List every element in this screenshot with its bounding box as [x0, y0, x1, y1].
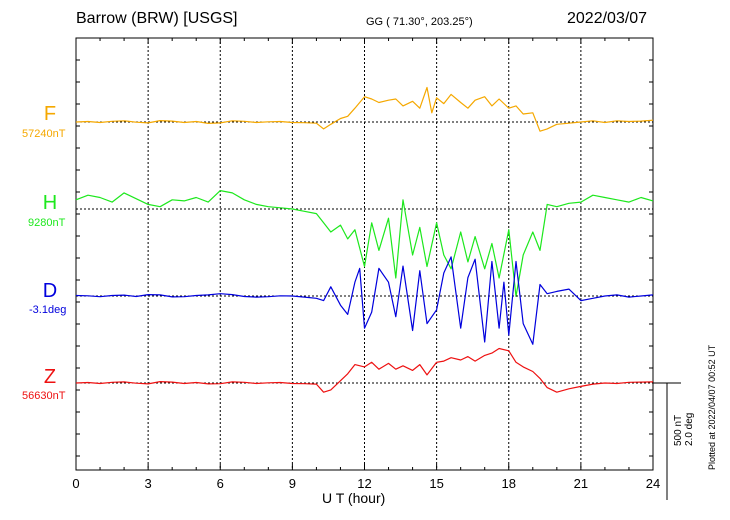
x-tick-label: 0	[72, 476, 79, 491]
x-tick-label: 18	[502, 476, 516, 491]
series-line-h	[75, 190, 654, 297]
scale-bar-label-deg: 2.0 deg	[684, 412, 695, 446]
x-tick-label: 3	[145, 476, 152, 491]
series-line-f	[75, 86, 654, 132]
chart-date: 2022/03/07	[567, 10, 648, 27]
channel-baseline-f: 57240nT	[22, 128, 66, 140]
series-line-z	[75, 347, 654, 393]
channel-label-z: Z	[43, 366, 57, 388]
scale-bar-label-nt: 500 nT	[673, 414, 684, 446]
channel-baseline-d: -3.1deg	[29, 304, 67, 316]
x-tick-label: 24	[646, 476, 660, 491]
subtitle-text: GG ( 71.30°, 203.25°)	[366, 16, 473, 28]
x-tick-label: 21	[574, 476, 588, 491]
x-axis-label: U T (hour)	[322, 490, 386, 506]
channel-label-d: D	[42, 280, 58, 302]
x-tick-label: 9	[289, 476, 296, 491]
plot-timestamp: Plotted at 2022/04/07 00:52 UT	[707, 344, 717, 470]
channel-baseline-h: 9280nT	[28, 217, 66, 229]
chart-title: Barrow (BRW) [USGS]	[76, 10, 238, 27]
x-tick-label: 6	[217, 476, 224, 491]
x-tick-label: 15	[429, 476, 443, 491]
series-line-d	[75, 256, 654, 345]
chart-subtitle: GG ( 71.30°, 203.25°)	[366, 16, 473, 28]
channel-label-f: F	[43, 103, 57, 125]
channel-label-h: H	[42, 192, 58, 214]
x-tick-label: 12	[357, 476, 371, 491]
channel-baseline-z: 56630nT	[22, 390, 66, 402]
